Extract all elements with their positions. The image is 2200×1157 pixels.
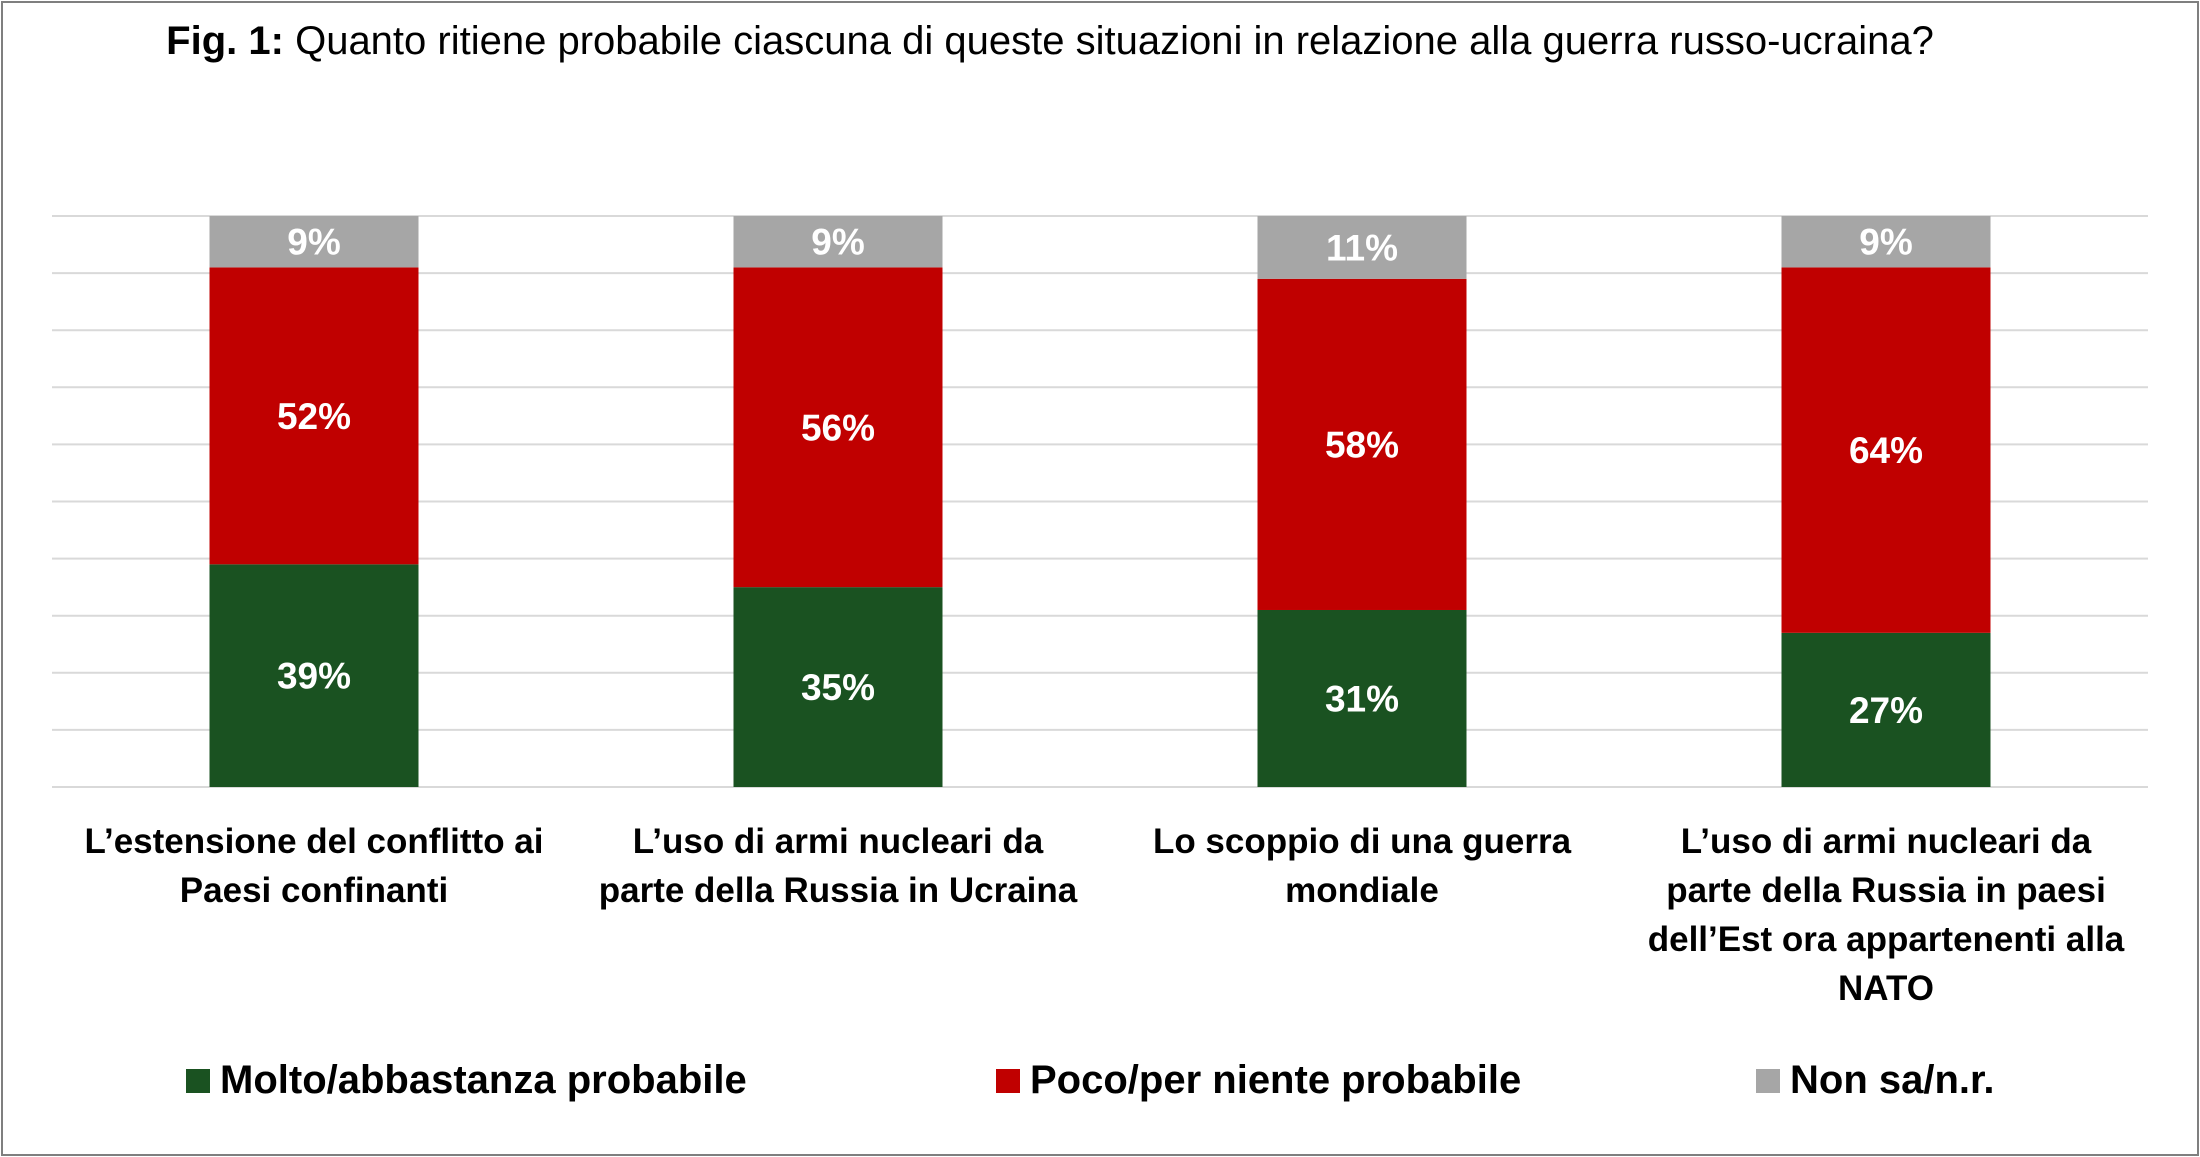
legend-label: Poco/per niente probabile (1030, 1058, 1522, 1102)
chart-title-prefix: Fig. 1: (166, 19, 284, 63)
data-label-3-2: 9% (811, 222, 864, 263)
bar-segment-3-1 (209, 216, 419, 268)
legend-label: Molto/abbastanza probabile (220, 1058, 747, 1102)
data-label-3-4: 9% (1859, 222, 1912, 263)
legend-item-3: Non sa/n.r. (1756, 1058, 1995, 1103)
data-label-2-4: 64% (1849, 430, 1923, 471)
category-label-4: L’uso di armi nucleari da parte della Ru… (1647, 822, 2125, 1008)
bar-labels: 39% 52% 9% 35% 56% 9% 31% 58% 11% 27% 64% 9% (277, 222, 1923, 731)
category-label-1: L’estensione del conflitto ai Paesi conf… (84, 822, 544, 910)
category-label-3: Lo scoppio di una guerra mondiale (1152, 822, 1572, 910)
bar-segment-2-4 (1781, 267, 1991, 633)
data-label-3-3: 11% (1326, 227, 1398, 268)
legend-item-1: Molto/abbastanza probabile (186, 1058, 747, 1103)
legend-swatch (996, 1068, 1020, 1093)
legend: Molto/abbastanza probabile Poco/per nient… (0, 1058, 2200, 1118)
chart-title: Fig. 1: Quanto ritiene probabile ciascun… (160, 14, 1940, 68)
bar-segment-1-4 (1781, 632, 1991, 787)
data-label-1-3: 31% (1325, 678, 1399, 719)
data-label-2-2: 56% (801, 407, 875, 448)
legend-swatch (1756, 1068, 1780, 1093)
bar-segment-2-3 (1257, 278, 1467, 610)
chart-title-text: Quanto ritiene probabile ciascuna di que… (295, 19, 1934, 63)
bar-segment-1-3 (1257, 609, 1467, 787)
data-label-3-1: 9% (287, 222, 340, 263)
bars (209, 216, 1991, 787)
legend-swatch (186, 1068, 210, 1093)
bar-segment-2-2 (733, 267, 943, 588)
data-label-2-1: 52% (277, 396, 351, 437)
legend-label: Non sa/n.r. (1790, 1058, 1995, 1102)
category-label-2: L’uso di armi nucleari da parte della Ru… (598, 822, 1078, 910)
bar-segment-3-4 (1781, 216, 1991, 268)
legend-item-2: Poco/per niente probabile (996, 1058, 1521, 1103)
data-label-1-4: 27% (1849, 690, 1923, 731)
data-label-1-2: 35% (801, 667, 875, 708)
bar-segment-2-1 (209, 267, 419, 565)
bar-segment-3-3 (1257, 216, 1467, 279)
bar-segment-1-1 (209, 564, 419, 787)
data-label-2-3: 58% (1325, 424, 1399, 465)
bar-segment-1-2 (733, 587, 943, 787)
data-label-1-1: 39% (277, 656, 351, 697)
bar-segment-3-2 (733, 216, 943, 268)
